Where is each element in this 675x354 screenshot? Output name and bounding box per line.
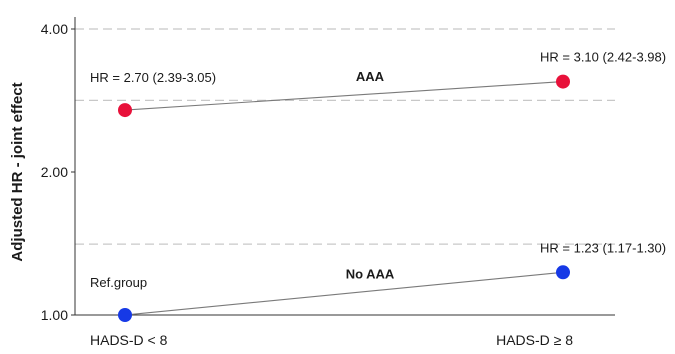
series-line-1 xyxy=(124,271,564,316)
y-tick-label-0: 1.00 xyxy=(41,307,68,323)
axes xyxy=(74,17,615,316)
point-label-1-1: HR = 1.23 (1.17-1.30) xyxy=(540,240,666,255)
y-tick-labels: 1.00 2.00 4.00 xyxy=(41,21,75,323)
point-label-0-1: HR = 3.10 (2.42-3.98) xyxy=(540,50,666,65)
y-tick-label-1: 2.00 xyxy=(41,164,68,180)
series-name-0: AAA xyxy=(356,69,385,84)
grid-lines xyxy=(75,28,615,245)
data-point-0-1 xyxy=(556,74,570,89)
point-label-1-0: Ref.group xyxy=(90,275,147,290)
series-line-0 xyxy=(124,81,564,111)
series-name-1: No AAA xyxy=(346,267,395,282)
x-tick-label-0: HADS-D < 8 xyxy=(90,332,168,348)
y-axis-label: Adjusted HR - joint effect xyxy=(9,82,26,261)
x-tick-labels: HADS-D < 8 HADS-D ≥ 8 xyxy=(90,332,573,348)
x-tick-label-1: HADS-D ≥ 8 xyxy=(496,332,573,348)
point-label-0-0: HR = 2.70 (2.39-3.05) xyxy=(90,70,216,85)
series-group: HR = 2.70 (2.39-3.05) HR = 3.10 (2.42-3.9… xyxy=(90,50,666,322)
y-tick-label-2: 4.00 xyxy=(41,21,68,37)
data-point-1-1 xyxy=(556,265,570,280)
data-point-1-0 xyxy=(118,308,132,322)
data-point-0-0 xyxy=(118,103,132,118)
